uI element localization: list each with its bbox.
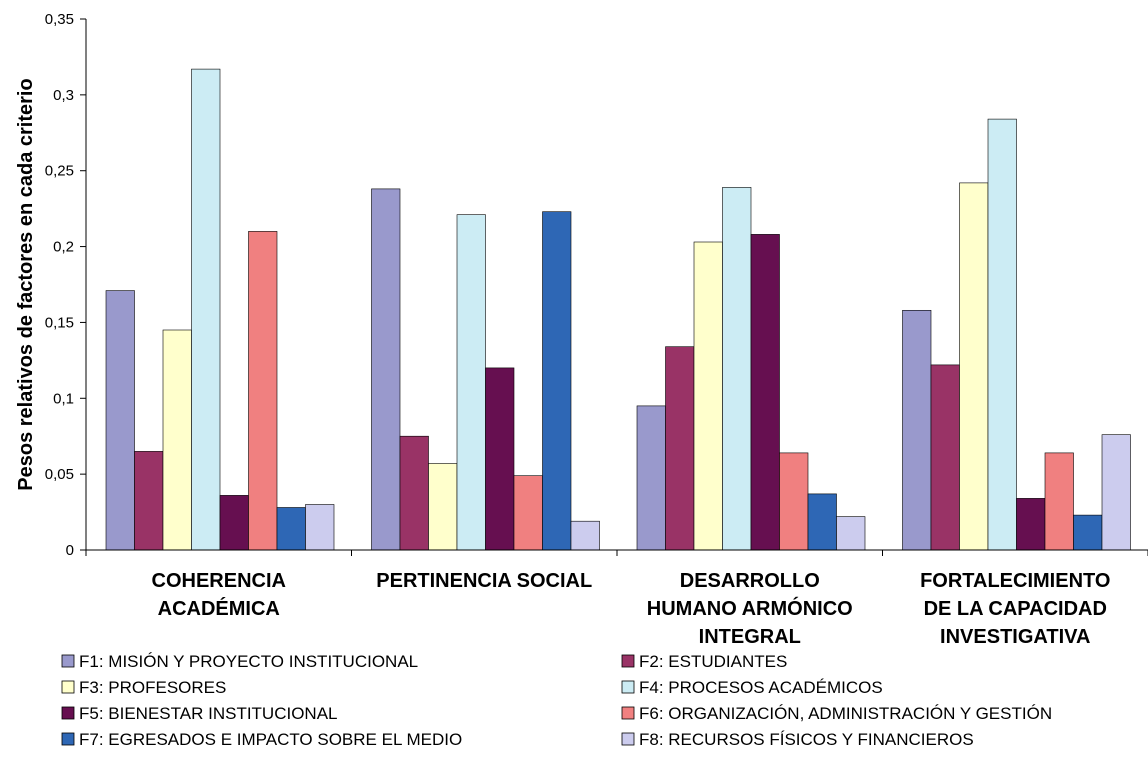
bar-f2-cat2 — [399, 435, 429, 551]
x-category-label: INVESTIGATIVA — [940, 626, 1090, 648]
legend-label-f8: F8: RECURSOS FÍSICOS Y FINANCIEROS — [639, 730, 974, 749]
bar-f5-cat1 — [219, 495, 249, 551]
legend-label-f6: F6: ORGANIZACIÓN, ADMINISTRACIÓN Y GESTI… — [639, 704, 1052, 723]
x-category-label: PERTINENCIA SOCIAL — [376, 570, 592, 592]
bar-f7-cat1 — [276, 507, 306, 551]
bar-f3-cat3 — [693, 241, 723, 551]
legend-label-f4: F4: PROCESOS ACADÉMICOS — [639, 678, 883, 697]
y-tick-label: 0,1 — [53, 390, 74, 407]
legend-swatch-f3 — [61, 680, 75, 694]
bar-f3-cat4 — [959, 182, 989, 551]
x-category-label: DE LA CAPACIDAD — [924, 598, 1107, 620]
x-category-label: ACADÉMICA — [158, 597, 280, 620]
bar-f1-cat1 — [105, 290, 135, 551]
bar-f5-cat3 — [750, 234, 780, 551]
bar-f4-cat3 — [722, 187, 752, 551]
y-tick-label: 0 — [66, 542, 74, 559]
legend-swatch-f6 — [621, 706, 635, 720]
legend-label-f7: F7: EGRESADOS E IMPACTO SOBRE EL MEDIO — [79, 730, 462, 749]
legend-swatch-f5 — [61, 706, 75, 720]
bar-f7-cat2 — [542, 211, 572, 551]
y-tick-label: 0,15 — [45, 314, 74, 331]
bar-f5-cat4 — [1016, 498, 1046, 551]
y-tick-label: 0,25 — [45, 163, 74, 180]
bar-f1-cat4 — [902, 309, 932, 551]
legend-label-f1: F1: MISIÓN Y PROYECTO INSTITUCIONAL — [79, 652, 418, 671]
bar-f4-cat4 — [987, 118, 1017, 551]
x-category-label: HUMANO ARMÓNICO — [647, 596, 853, 620]
bar-f1-cat3 — [636, 405, 666, 551]
legend-swatch-f4 — [621, 680, 635, 694]
bar-f3-cat1 — [162, 329, 192, 551]
bar-f8-cat3 — [836, 516, 866, 551]
bar-f8-cat2 — [570, 520, 600, 551]
bar-f6-cat2 — [513, 475, 543, 551]
y-tick-label: 0,2 — [53, 239, 74, 256]
legend-swatch-f2 — [621, 654, 635, 668]
bar-f4-cat1 — [191, 68, 221, 551]
bar-f7-cat4 — [1073, 514, 1103, 551]
bar-f2-cat4 — [930, 364, 960, 551]
x-category-label: DESARROLLO — [680, 570, 820, 592]
bar-f4-cat2 — [456, 214, 486, 551]
legend-label-f5: F5: BIENESTAR INSTITUCIONAL — [79, 704, 338, 723]
x-category-label: INTEGRAL — [699, 626, 801, 648]
legend-label-f2: F2: ESTUDIANTES — [639, 652, 787, 671]
bar-f8-cat1 — [305, 504, 335, 551]
legend-swatch-f8 — [621, 732, 635, 746]
y-tick-label: 0,05 — [45, 466, 74, 483]
x-category-label: COHERENCIA — [152, 570, 286, 592]
y-tick-label: 0,35 — [45, 11, 74, 28]
x-category-label: FORTALECIMIENTO — [920, 570, 1110, 592]
legend-label-f3: F3: PROFESORES — [79, 678, 226, 697]
legend-swatch-f7 — [61, 732, 75, 746]
bar-f5-cat2 — [485, 367, 515, 551]
bar-f6-cat3 — [779, 452, 809, 551]
bar-f6-cat4 — [1044, 452, 1074, 551]
bar-f7-cat3 — [807, 493, 837, 551]
y-tick-label: 0,3 — [53, 87, 74, 104]
bar-f1-cat2 — [371, 188, 401, 551]
bar-f2-cat3 — [665, 346, 695, 551]
bar-f2-cat1 — [134, 451, 164, 551]
y-axis-title: Pesos relativos de factores en cada crit… — [15, 78, 37, 490]
legend-swatch-f1 — [61, 654, 75, 668]
bar-f3-cat2 — [428, 463, 458, 551]
bar-f6-cat1 — [248, 231, 278, 551]
bar-f8-cat4 — [1101, 434, 1131, 551]
